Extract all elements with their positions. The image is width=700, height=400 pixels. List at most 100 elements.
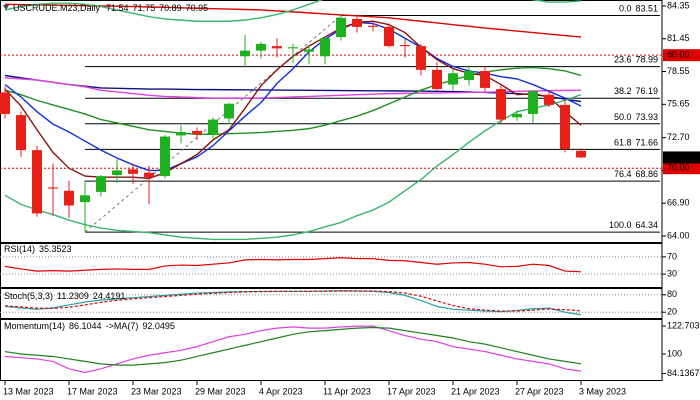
candle-body bbox=[64, 190, 74, 206]
fib-price: 76.19 bbox=[635, 87, 658, 97]
candle-body bbox=[432, 69, 442, 90]
y-tick-label: 80 bbox=[667, 289, 677, 299]
fib-label: 100.0 64.34 bbox=[609, 221, 658, 231]
candle-body bbox=[112, 170, 122, 175]
axes: 84.3581.4578.5575.6572.7069.8066.9064.00… bbox=[3, 0, 700, 396]
candle-body bbox=[144, 172, 154, 178]
rsi-title: RSI(14) bbox=[4, 244, 35, 254]
indicator-line bbox=[4, 290, 582, 312]
momentum-plot bbox=[4, 325, 582, 374]
x-tick-label: 3 May 2023 bbox=[579, 386, 626, 396]
candle-body bbox=[80, 195, 90, 203]
candle-body bbox=[400, 44, 410, 47]
y-tick-label: 64.00 bbox=[667, 230, 690, 240]
x-tick-label: 23 Mar 2023 bbox=[131, 386, 182, 396]
momentum-panel bbox=[0, 319, 663, 381]
stoch-title: Stoch(5,3,3) bbox=[4, 291, 53, 301]
ma-value: 92.0495 bbox=[142, 321, 175, 331]
price-box bbox=[663, 151, 700, 164]
candle-body bbox=[272, 46, 282, 49]
y-tick-label: 122.703 bbox=[667, 320, 700, 330]
x-tick-label: 17 Apr 2023 bbox=[387, 386, 436, 396]
alert-label-box bbox=[663, 49, 700, 62]
candle-body bbox=[48, 187, 58, 189]
indicator-line bbox=[4, 290, 582, 316]
candle-body bbox=[416, 46, 426, 70]
indicator-line bbox=[4, 94, 582, 241]
momentum-title: Momentum(14) bbox=[4, 321, 65, 331]
candle-body bbox=[288, 47, 298, 49]
rsi-value: 35.3523 bbox=[39, 244, 72, 254]
candle-body bbox=[352, 18, 362, 27]
candle-body bbox=[240, 50, 250, 57]
x-tick-label: 11 Apr 2023 bbox=[323, 386, 371, 396]
candle-body bbox=[128, 169, 138, 174]
momentum-header: Momentum(14) 86.1044 ->MA(7) 92.0495 bbox=[4, 321, 175, 331]
candle-body bbox=[304, 49, 314, 52]
low: 70.89 bbox=[159, 3, 182, 13]
close: 70.95 bbox=[186, 3, 209, 13]
rsi-header: RSI(14) 35.3523 bbox=[4, 244, 72, 254]
high: 71.75 bbox=[133, 3, 156, 13]
candle-body bbox=[160, 136, 170, 177]
y-tick-label: 78.55 bbox=[667, 66, 690, 76]
fib-price: 68.86 bbox=[635, 169, 658, 179]
rsi-plot bbox=[0, 256, 662, 275]
indicator-line bbox=[4, 257, 582, 273]
fib-label: 76.4 68.86 bbox=[614, 169, 658, 179]
fib-level: 61.8 bbox=[614, 138, 632, 148]
y-tick-label: 84.35 bbox=[667, 0, 690, 10]
indicator-line bbox=[4, 77, 582, 99]
fib-price: 64.34 bbox=[635, 221, 658, 231]
candle-body bbox=[320, 38, 330, 57]
rsi-panel bbox=[0, 243, 663, 288]
fib-level: 38.2 bbox=[614, 87, 632, 97]
fib-label: 23.6 78.99 bbox=[614, 55, 658, 65]
stoch-panel bbox=[0, 288, 663, 319]
fib-level: 23.6 bbox=[614, 55, 632, 65]
candle-body bbox=[512, 113, 522, 118]
chart-header: USCRUDE.M23,Daily 71.54 71.75 70.89 70.95 bbox=[13, 3, 208, 13]
alert-label: 70.00 bbox=[667, 163, 690, 173]
candle-body bbox=[256, 43, 266, 51]
y-tick-label: 66.90 bbox=[667, 198, 690, 208]
indicator-line bbox=[4, 326, 582, 366]
main-panel bbox=[0, 0, 663, 243]
candle-body bbox=[176, 132, 186, 136]
momentum-value: 86.1044 bbox=[69, 321, 102, 331]
candle-body bbox=[192, 130, 202, 135]
candle-body bbox=[32, 150, 42, 214]
candle-body bbox=[368, 25, 378, 27]
candle-body bbox=[496, 89, 506, 120]
indicator-line bbox=[4, 0, 582, 22]
fib-price: 78.99 bbox=[635, 55, 658, 65]
y-tick-label: 81.45 bbox=[667, 33, 690, 43]
y-tick-label: 70 bbox=[667, 251, 677, 261]
candle-body bbox=[96, 176, 106, 192]
stoch-main: 11.2309 bbox=[57, 291, 89, 301]
fib-price: 73.93 bbox=[635, 112, 658, 122]
fib-label: 38.2 76.19 bbox=[614, 87, 658, 97]
x-tick-label: 27 Apr 2023 bbox=[515, 386, 564, 396]
alert-label: 80.00 bbox=[667, 50, 690, 60]
alert-label-box bbox=[663, 162, 700, 175]
y-tick-label: 84.1367 bbox=[667, 368, 700, 378]
candle-body bbox=[336, 17, 346, 38]
symbol-icon bbox=[3, 5, 9, 10]
indicator-line bbox=[4, 325, 582, 374]
fib-level: 0.0 bbox=[619, 4, 632, 14]
fib-label: 61.8 71.66 bbox=[614, 138, 658, 148]
candle-body bbox=[0, 92, 10, 114]
y-tick-label: 100 bbox=[667, 348, 682, 358]
x-tick-label: 17 Mar 2023 bbox=[67, 386, 118, 396]
fib-price: 71.66 bbox=[635, 138, 658, 148]
fib-trend bbox=[84, 15, 342, 233]
candle-body bbox=[208, 119, 218, 135]
fib-label: 50.0 73.93 bbox=[614, 112, 658, 122]
fib-level: 76.4 bbox=[614, 169, 632, 179]
y-tick-label: 20 bbox=[667, 307, 677, 317]
candle-body bbox=[480, 70, 490, 88]
stoch-header: Stoch(5,3,3) 11.2309 24.4191 bbox=[4, 291, 125, 301]
